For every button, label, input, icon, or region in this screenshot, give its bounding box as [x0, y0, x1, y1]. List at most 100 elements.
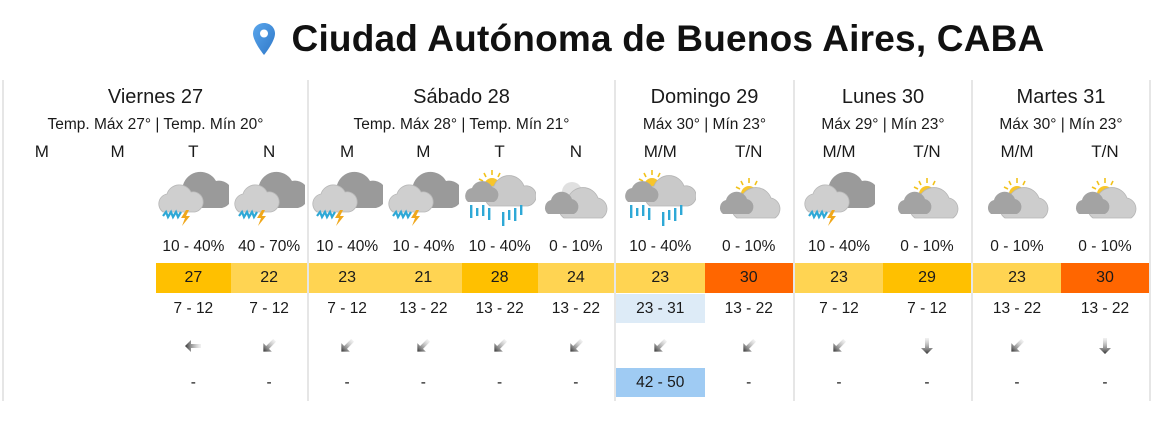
temperature-cell: 23 [795, 263, 883, 293]
day-name: Lunes 30 [841, 86, 925, 108]
period-slot: T 10 - 40% 27 7 - 12 - [155, 80, 234, 401]
temperature-cell: 30 [1061, 263, 1149, 293]
wind-direction-arrow-icon [183, 336, 203, 356]
wind-speed: 13 - 22 [399, 300, 448, 317]
period-slot: M/M 10 - 40% 23 7 - 12 - [795, 80, 883, 401]
precip-probability: 0 - 10% [722, 238, 776, 255]
temperature-cell: 23 [309, 263, 386, 293]
wind-speed: 13 - 22 [724, 300, 773, 317]
period-label: T [494, 142, 505, 161]
temp-summary: Temp. Máx 27° | Temp. Mín 20° [47, 116, 264, 133]
period-slot: N 40 - 70% 22 7 - 12 - [231, 80, 309, 401]
wind-speed: 13 - 22 [551, 300, 600, 317]
period-label: M/M [1000, 142, 1034, 161]
map-pin-icon [252, 23, 275, 55]
wind-direction-arrow-icon [259, 336, 279, 356]
thunderstorm-icon [233, 168, 309, 228]
wind-speed: 13 - 22 [1080, 300, 1130, 317]
wind-direction-arrow-icon [1007, 336, 1027, 356]
wind-direction-arrow-icon [650, 336, 670, 356]
precip-probability: 10 - 40% [392, 238, 455, 255]
day-name: Sábado 28 [413, 86, 510, 108]
period-label: N [569, 142, 583, 161]
wind-speed: 7 - 12 [819, 300, 859, 317]
temperature-cell: 28 [461, 263, 538, 293]
period-label: T/N [913, 142, 941, 161]
wind-direction-arrow-icon [917, 336, 937, 356]
period-slot: M [80, 80, 156, 401]
period-label: T [188, 142, 199, 161]
wind-direction-arrow-icon [413, 336, 433, 356]
page-header: Ciudad Autónoma de Buenos Aires, CABA [0, 14, 1152, 64]
day-column: Viernes 27 Temp. Máx 27° | Temp. Mín 20°… [2, 80, 309, 401]
wind-speed [4, 294, 80, 323]
wind-speed: 7 - 12 [249, 300, 289, 317]
temp-summary: Máx 30° | Mín 23° [999, 116, 1123, 133]
wind-gust [80, 368, 156, 397]
wind-direction-arrow-icon [566, 336, 586, 356]
period-slot: T/N 0 - 10% 29 7 - 12 - [883, 80, 971, 401]
day-column: Martes 31 Máx 30° | Mín 23° M/M 0 - 10% … [971, 80, 1151, 401]
day-column: Lunes 30 Máx 29° | Mín 23° M/M 10 - 40% … [793, 80, 971, 401]
day-column: Sábado 28 Temp. Máx 28° | Temp. Mín 21° … [307, 80, 614, 401]
temperature-cell [80, 263, 156, 293]
wind-gust: - [1014, 374, 1020, 391]
wind-speed [80, 294, 156, 323]
partly-cloudy-icon [1069, 168, 1141, 228]
wind-direction-arrow-icon [829, 336, 849, 356]
precip-probability: 10 - 40% [807, 238, 871, 255]
temp-summary: Máx 30° | Mín 23° [642, 116, 767, 133]
period-slot: M [4, 80, 80, 401]
precip-probability: 10 - 40% [162, 238, 225, 255]
wind-gust: - [344, 374, 350, 391]
precip-probability: 0 - 10% [900, 238, 954, 255]
day-name: Viernes 27 [107, 86, 204, 108]
wind-gust: - [420, 374, 426, 391]
sun-rain-showers-icon [464, 168, 537, 228]
wind-gust [4, 368, 80, 397]
period-slot: T 10 - 40% 28 13 - 22 - [461, 80, 538, 401]
precip-probability: 0 - 10% [990, 238, 1044, 255]
period-slot: M/M 0 - 10% 23 13 - 22 - [973, 80, 1061, 401]
precip-probability: 0 - 10% [1078, 238, 1132, 255]
precip-probability: 0 - 10% [549, 238, 603, 255]
thunderstorm-icon [157, 168, 234, 228]
period-label: M [340, 142, 355, 161]
period-slot: T/N 0 - 10% 30 13 - 22 - [704, 80, 793, 401]
precip-probability: 10 - 40% [629, 238, 692, 255]
wind-gust: - [266, 374, 272, 391]
sun-rain-showers-icon [624, 168, 697, 228]
wind-speed: 7 - 12 [907, 300, 947, 317]
wind-gust: - [836, 374, 842, 391]
thunderstorm-icon [311, 168, 387, 228]
wind-speed: 23 - 31 [616, 294, 705, 323]
day-column: Domingo 29 Máx 30° | Mín 23° M/M 10 - 40… [614, 80, 793, 401]
temperature-cell: 29 [883, 263, 971, 293]
wind-direction-arrow-icon [1095, 336, 1115, 356]
wind-direction-arrow-icon [337, 336, 357, 356]
partly-cloudy-icon [981, 168, 1053, 228]
period-label: M [416, 142, 431, 161]
precip-probability: 40 - 70% [238, 238, 301, 255]
wind-gust: - [924, 374, 930, 391]
forecast-grid: Viernes 27 Temp. Máx 27° | Temp. Mín 20°… [0, 80, 1152, 401]
partly-cloudy-icon [713, 168, 785, 228]
wind-gust: - [573, 374, 579, 391]
wind-gust: - [1102, 374, 1108, 391]
moon-cloudy-icon [540, 168, 612, 228]
period-slot: T/N 0 - 10% 30 13 - 22 - [1061, 80, 1149, 401]
temp-summary: Máx 29° | Mín 23° [821, 116, 945, 133]
period-label: N [262, 142, 276, 161]
wind-direction-arrow-icon [490, 336, 510, 356]
day-name: Domingo 29 [650, 86, 759, 108]
temp-summary: Temp. Máx 28° | Temp. Mín 21° [353, 116, 570, 133]
temperature-cell: 27 [155, 263, 232, 293]
temperature-cell [4, 263, 80, 293]
wind-gust: - [497, 374, 503, 391]
precip-probability: 10 - 40% [468, 238, 531, 255]
period-label: M [34, 142, 49, 161]
period-label: T/N [735, 142, 763, 161]
period-slot: M 10 - 40% 21 13 - 22 - [385, 80, 464, 401]
precip-probability: 10 - 40% [316, 238, 379, 255]
temperature-cell: 23 [616, 263, 705, 293]
